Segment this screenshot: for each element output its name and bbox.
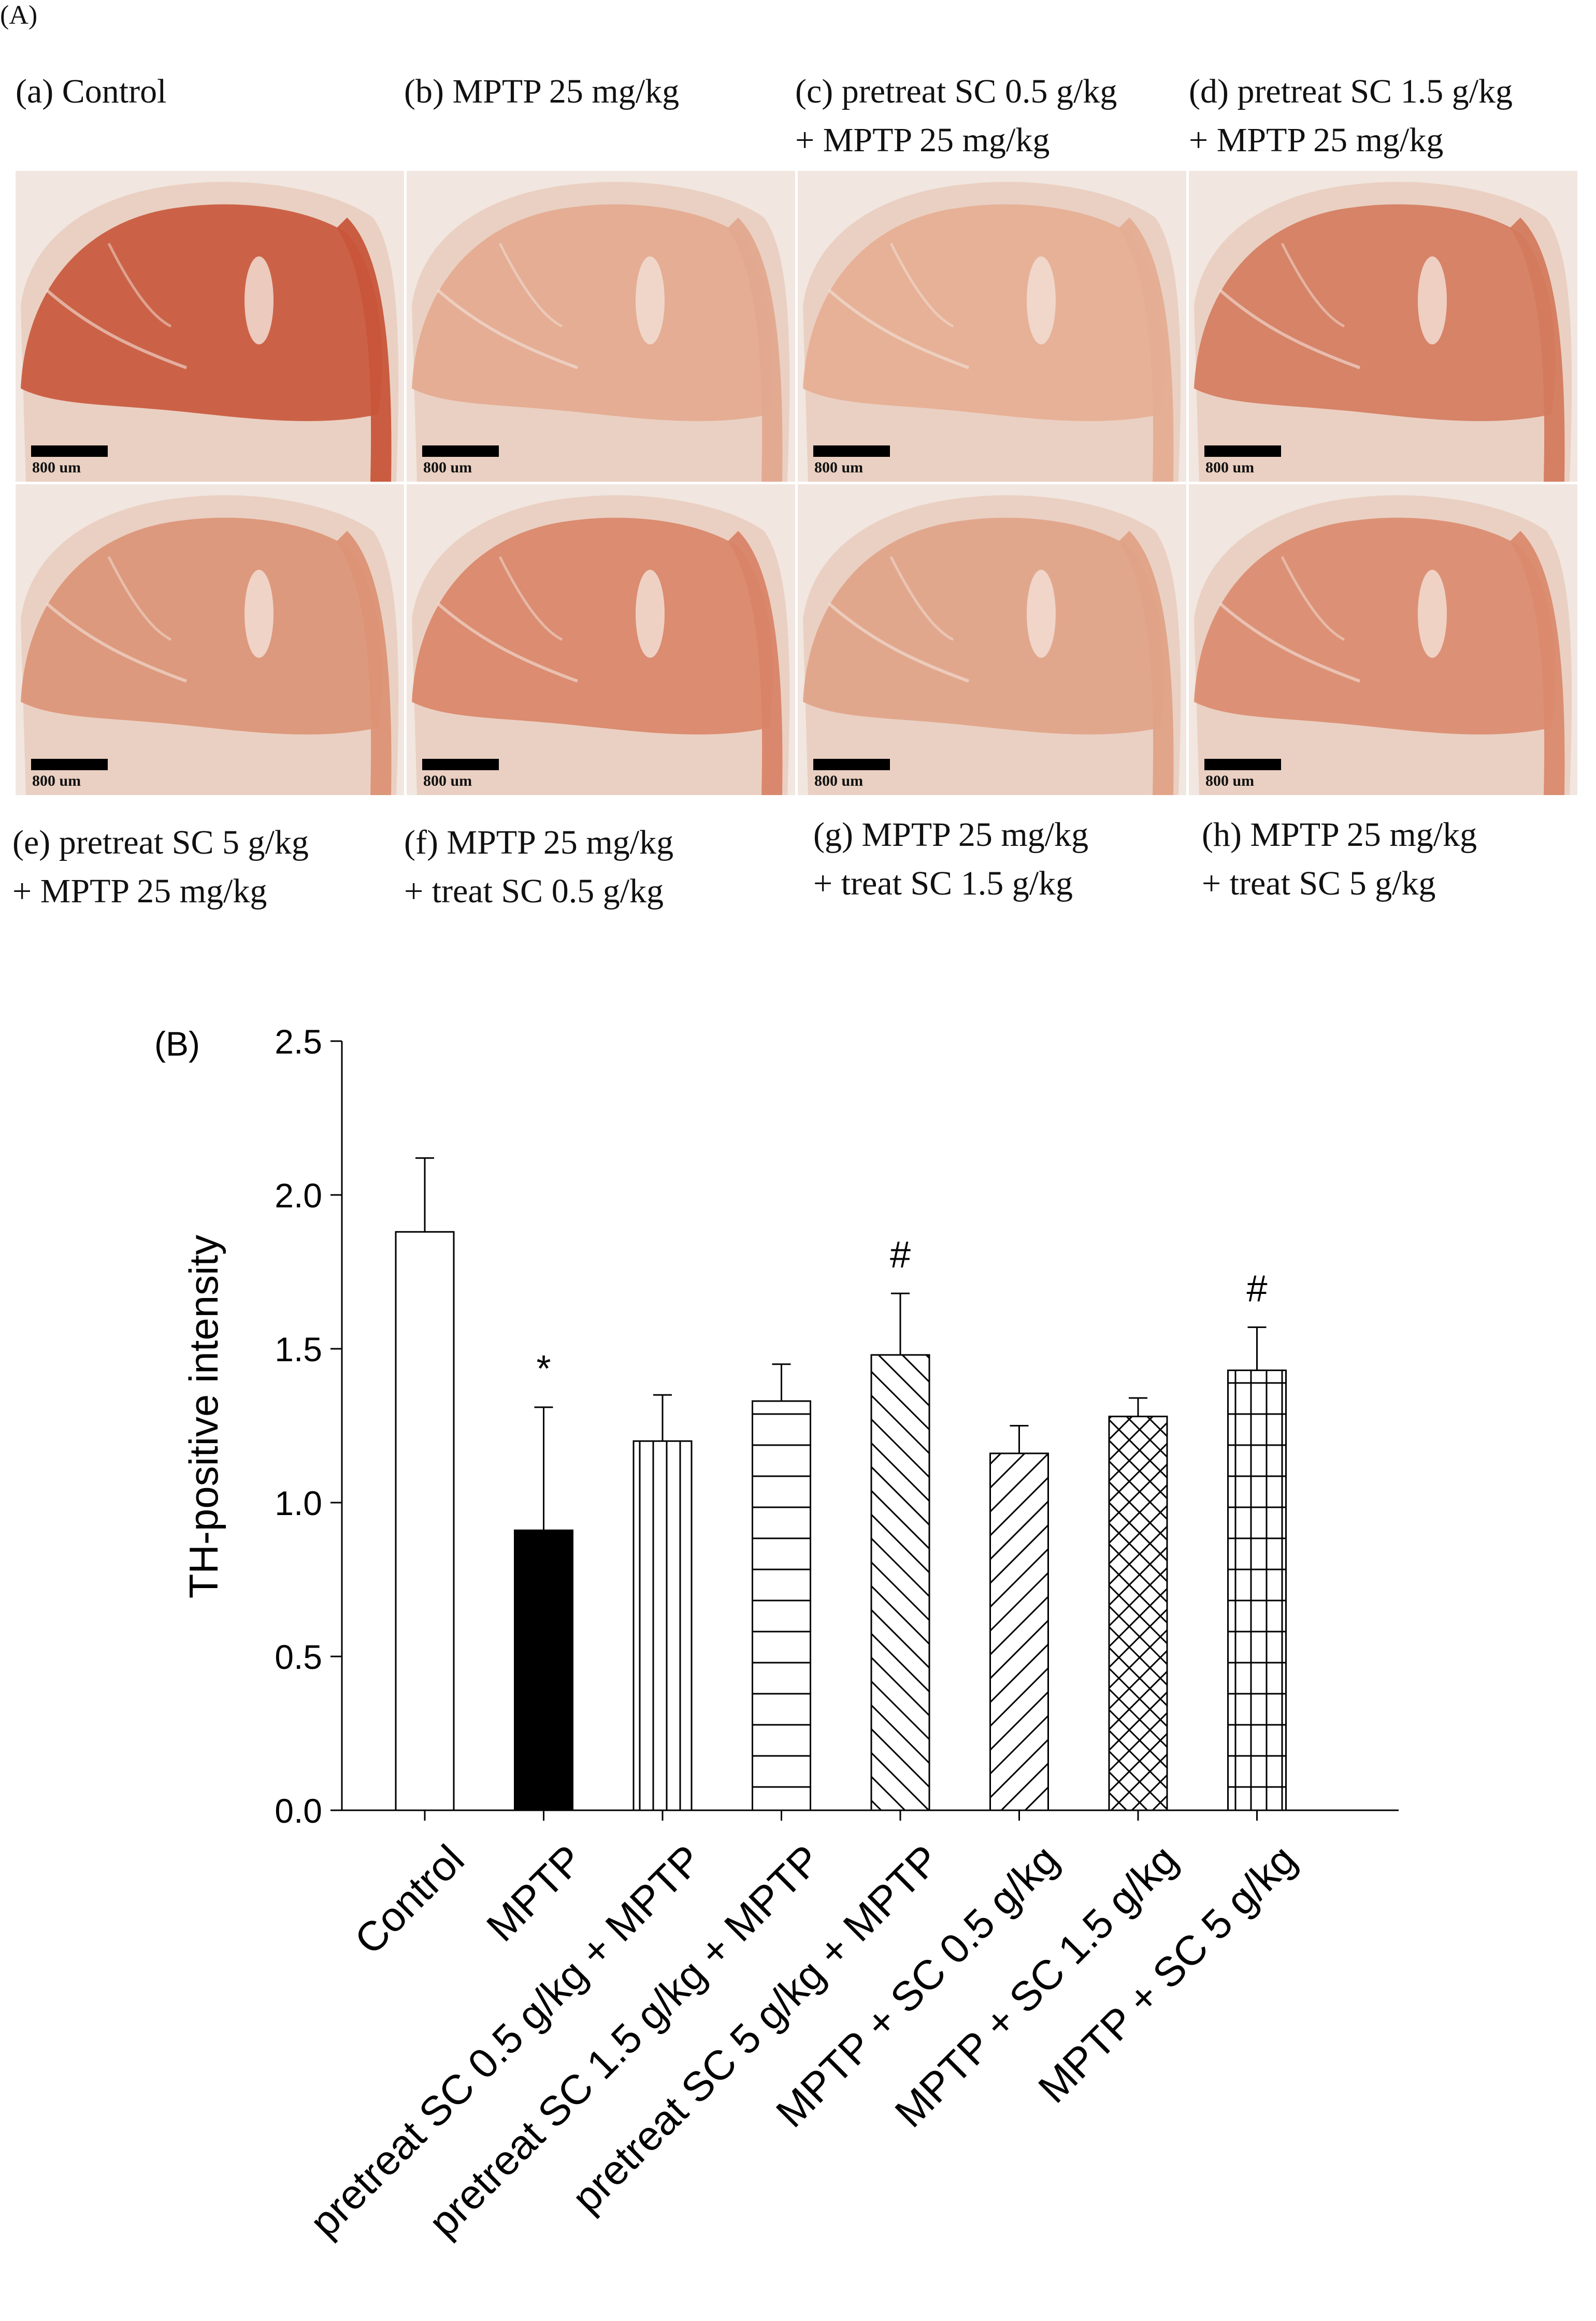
significance-marker: # xyxy=(890,1234,911,1276)
significance-marker: * xyxy=(536,1348,551,1390)
x-tick-label: Control xyxy=(346,1836,472,1963)
micrograph-tile xyxy=(16,484,404,795)
bars: * # # xyxy=(395,1157,1287,1821)
caption-d: (d) pretreat SC 1.5 g/kg + MPTP 25 mg/kg xyxy=(1189,73,1513,159)
scale-bar xyxy=(1204,759,1281,770)
y-tick-label: 0.0 xyxy=(275,1792,322,1830)
micrograph-tile xyxy=(407,171,795,482)
caption-b: (b) MPTP 25 mg/kg xyxy=(404,73,680,110)
scale-bar-label: 800 um xyxy=(423,772,472,789)
caption-f: (f) MPTP 25 mg/kg + treat SC 0.5 g/kg xyxy=(404,824,674,910)
bar xyxy=(989,1452,1049,1811)
bar xyxy=(1108,1416,1168,1811)
micrograph-tile xyxy=(16,171,404,482)
caption-h: (h) MPTP 25 mg/kg + treat SC 5 g/kg xyxy=(1202,816,1477,902)
bar xyxy=(632,1440,693,1811)
scale-bar-label: 800 um xyxy=(32,459,81,476)
scale-bar-label: 800 um xyxy=(1205,772,1255,789)
micrograph-tile xyxy=(407,484,795,795)
bar xyxy=(1227,1369,1287,1811)
scale-bar xyxy=(422,759,499,770)
micrograph-tile xyxy=(1189,484,1577,795)
scale-bar xyxy=(31,445,108,457)
scale-bar-label: 800 um xyxy=(814,459,864,476)
caption-g: (g) MPTP 25 mg/kg + treat SC 1.5 g/kg xyxy=(813,816,1089,902)
bar xyxy=(870,1354,930,1811)
micrograph-tile xyxy=(798,171,1186,482)
scale-bar-label: 800 um xyxy=(814,772,864,789)
caption-e: (e) pretreat SC 5 g/kg + MPTP 25 mg/kg xyxy=(12,824,309,910)
micrograph-tile xyxy=(798,484,1186,795)
y-tick-label: 0.5 xyxy=(275,1638,322,1676)
bar xyxy=(395,1231,455,1811)
caption-c: (c) pretreat SC 0.5 g/kg + MPTP 25 mg/kg xyxy=(795,73,1117,159)
scale-bar xyxy=(1204,445,1281,457)
scale-bar xyxy=(31,759,108,770)
x-tick-label: MPTP xyxy=(478,1836,592,1950)
scale-bar xyxy=(813,445,890,457)
bar xyxy=(514,1529,573,1811)
scale-bar-label: 800 um xyxy=(32,772,81,789)
y-tick-label: 1.0 xyxy=(275,1484,322,1522)
panel-a-label: (A) xyxy=(0,1,38,30)
scale-bar-label: 800 um xyxy=(423,459,472,476)
y-tick-label: 2.5 xyxy=(275,1022,322,1061)
scale-bar xyxy=(422,445,499,457)
y-axis-label: TH-positive intensity xyxy=(181,1235,226,1598)
y-tick-label: 2.0 xyxy=(275,1176,322,1215)
bar xyxy=(752,1400,811,1811)
scale-bar xyxy=(813,759,890,770)
scale-bar-label: 800 um xyxy=(1205,459,1255,476)
micrograph-tile xyxy=(1189,171,1577,482)
y-axis: 0.0 0.5 1.0 1.5 2.0 2.5 xyxy=(275,1022,1399,1830)
y-tick-label: 1.5 xyxy=(275,1330,322,1368)
th-intensity-bar-chart: (B) TH-positive intensity 0.0 0.5 1.0 1.5 2.… xyxy=(154,1022,1399,2246)
caption-a: (a) Control xyxy=(16,73,167,110)
significance-marker: # xyxy=(1246,1268,1267,1309)
panel-b-label: (B) xyxy=(154,1025,200,1063)
